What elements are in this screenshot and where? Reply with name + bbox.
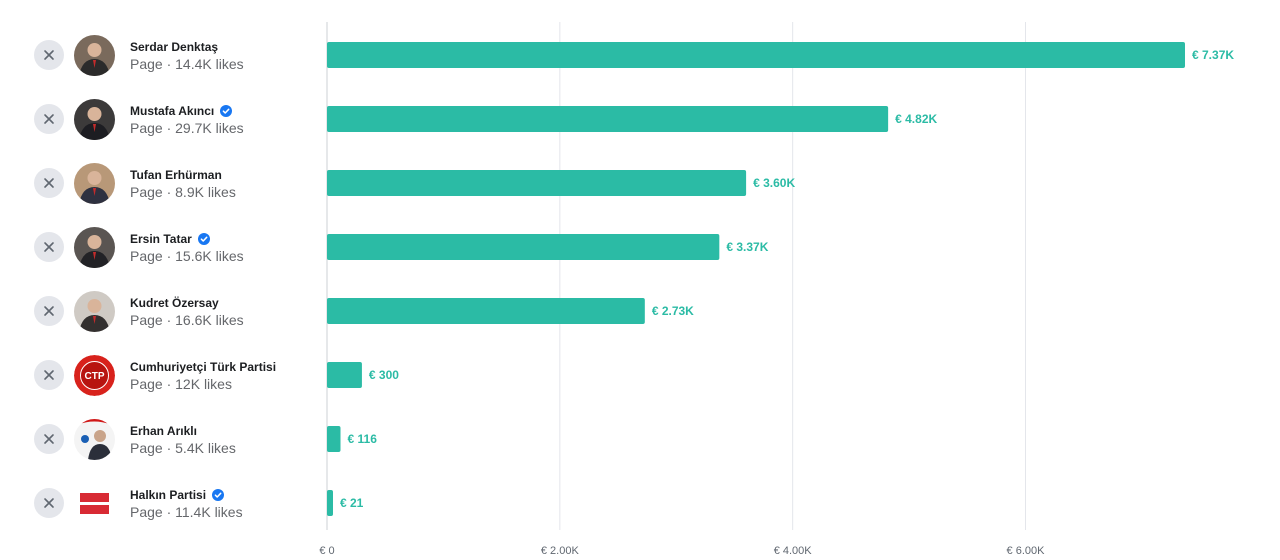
page-name[interactable]: Erhan Arıklı [130, 424, 197, 438]
close-icon [43, 241, 55, 253]
page-likes: Page · 16.6K likes [130, 312, 244, 328]
bar-value-label: € 2.73K [652, 304, 694, 318]
page-likes: Page · 15.6K likes [130, 248, 244, 264]
close-icon [43, 433, 55, 445]
portrait-avatar[interactable] [74, 34, 115, 76]
remove-page-button[interactable] [34, 232, 64, 262]
page-name-text[interactable]: Tufan Erhürman [130, 168, 222, 182]
page-name[interactable]: Kudret Özersay [130, 296, 219, 310]
page-name-text[interactable]: Kudret Özersay [130, 296, 219, 310]
remove-page-button[interactable] [34, 40, 64, 70]
page-likes: Page · 5.4K likes [130, 440, 236, 456]
page-row: Mustafa Akıncı Page · 29.7K likes [0, 87, 320, 151]
remove-page-button[interactable] [34, 488, 64, 518]
remove-page-button[interactable] [34, 168, 64, 198]
remove-page-button[interactable] [34, 424, 64, 454]
portrait-avatar[interactable] [74, 98, 115, 140]
close-icon [43, 497, 55, 509]
bar-value-label: € 7.37K [1192, 48, 1234, 62]
page-name[interactable]: Serdar Denktaş [130, 40, 218, 54]
page-row: CTP Cumhuriyetçi Türk Partisi Page · 12K l… [0, 343, 320, 407]
bar[interactable] [327, 362, 362, 388]
close-icon [43, 113, 55, 125]
bar-value-label: € 3.60K [753, 176, 795, 190]
remove-page-button[interactable] [34, 360, 64, 390]
page-name-text[interactable]: Mustafa Akıncı [130, 104, 215, 118]
page-name[interactable]: Ersin Tatar [130, 232, 210, 246]
remove-page-button[interactable] [34, 296, 64, 326]
page-name[interactable]: Halkın Partisi [130, 488, 225, 502]
x-tick-label: € 2.00K [541, 545, 580, 557]
bar-value-label: € 4.82K [895, 112, 937, 126]
hp-flag-logo[interactable] [74, 482, 115, 524]
bar-value-label: € 3.37K [726, 240, 768, 254]
close-icon [43, 49, 55, 61]
bar[interactable] [327, 106, 889, 132]
page-row: Kudret Özersay Page · 16.6K likes [0, 279, 320, 343]
page-name-text[interactable]: Serdar Denktaş [130, 40, 219, 54]
portrait-avatar[interactable] [74, 162, 115, 204]
page-name[interactable]: Cumhuriyetçi Türk Partisi [130, 360, 276, 374]
bar-value-label: € 116 [348, 432, 378, 446]
close-icon [43, 305, 55, 317]
page-row: Ersin Tatar Page · 15.6K likes [0, 215, 320, 279]
page-name-text[interactable]: Ersin Tatar [130, 232, 192, 246]
x-tick-label: € 0 [319, 545, 334, 557]
bar[interactable] [327, 298, 645, 324]
page-name-text[interactable]: Erhan Arıklı [130, 424, 197, 438]
portrait-avatar[interactable] [74, 226, 115, 268]
bar-value-label: € 300 [369, 368, 399, 382]
bar[interactable] [327, 426, 341, 452]
x-tick-label: € 4.00K [774, 545, 813, 557]
page-likes: Page · 14.4K likes [130, 56, 244, 72]
remove-page-button[interactable] [34, 104, 64, 134]
bar[interactable] [327, 42, 1185, 68]
page-likes: Page · 12K likes [130, 376, 232, 392]
bar[interactable] [327, 234, 720, 260]
page-row: Tufan Erhürman Page · 8.9K likes [0, 151, 320, 215]
ctp-logo[interactable]: CTP [74, 354, 115, 396]
page-row: Halkın Partisi Page · 11.4K likes [0, 471, 320, 535]
verified-badge-icon [197, 233, 210, 245]
ctp-logo-text: CTP [85, 371, 105, 382]
page-likes: Page · 29.7K likes [130, 120, 244, 136]
page-likes: Page · 8.9K likes [130, 184, 236, 200]
page-name[interactable]: Tufan Erhürman [130, 168, 222, 182]
close-icon [43, 369, 55, 381]
verified-badge-icon [212, 489, 225, 501]
bar[interactable] [327, 490, 333, 516]
page-name-text[interactable]: Halkın Partisi [130, 488, 207, 502]
x-tick-label: € 6.00K [1007, 545, 1046, 557]
bar[interactable] [327, 170, 747, 196]
page-likes: Page · 11.4K likes [130, 504, 243, 520]
party-logo-portrait[interactable] [74, 418, 115, 460]
portrait-avatar[interactable] [74, 290, 115, 332]
close-icon [43, 177, 55, 189]
page-name[interactable]: Mustafa Akıncı [130, 104, 233, 118]
verified-badge-icon [220, 105, 233, 117]
page-name-text[interactable]: Cumhuriyetçi Türk Partisi [130, 360, 277, 374]
page-row: Serdar Denktaş Page · 14.4K likes [0, 23, 320, 87]
bar-value-label: € 21 [340, 496, 364, 510]
page-row: Erhan Arıklı Page · 5.4K likes [0, 407, 320, 471]
